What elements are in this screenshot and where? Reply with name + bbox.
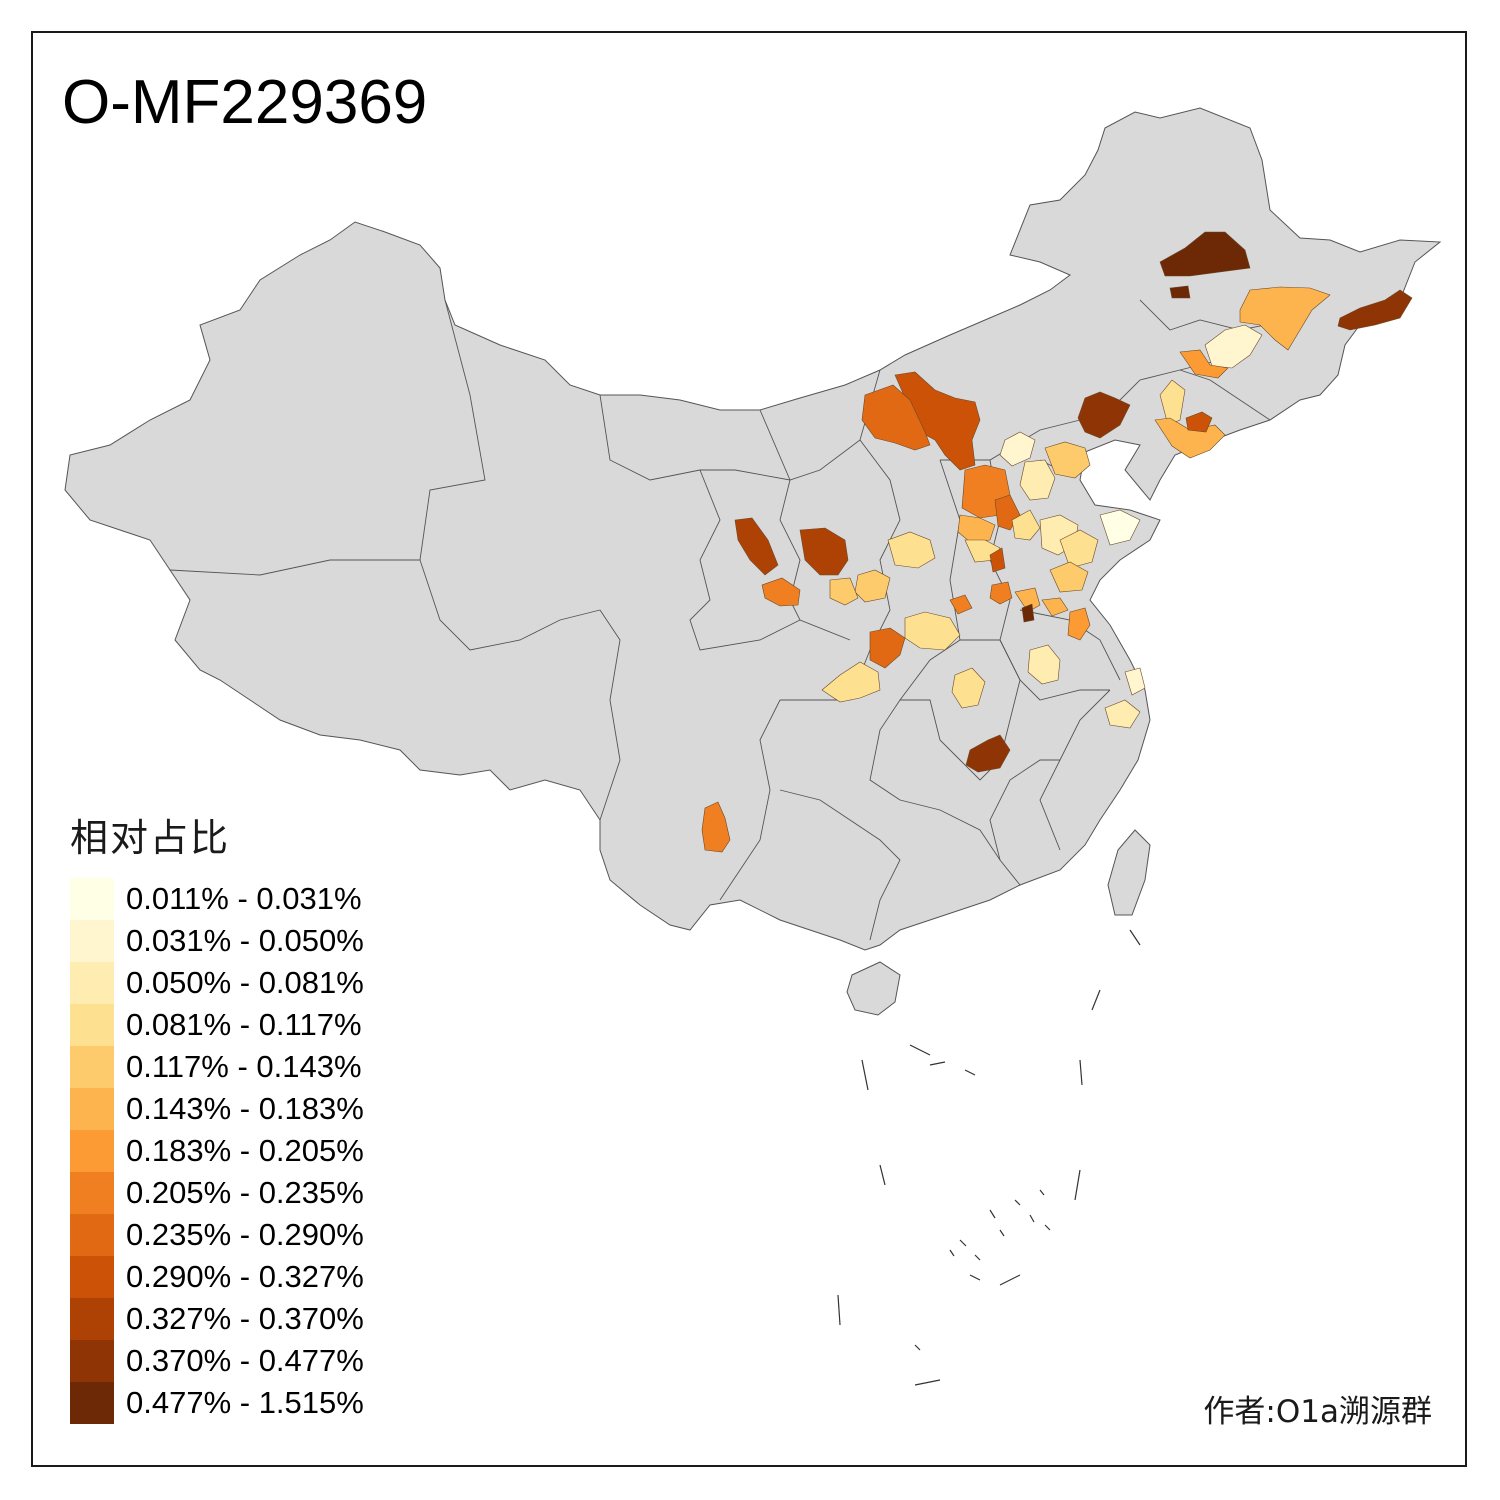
region-anhui-center xyxy=(1027,644,1061,685)
legend-label: 0.205% - 0.235% xyxy=(126,1174,364,1210)
region-inner-mongolia-center xyxy=(894,371,981,471)
region-jilin-west xyxy=(1179,349,1229,379)
legend-item: 0.011% - 0.031% xyxy=(70,877,364,920)
legend-item: 0.370% - 0.477% xyxy=(70,1339,364,1382)
legend-item: 0.290% - 0.327% xyxy=(70,1255,364,1298)
region-zhangye xyxy=(734,517,779,576)
region-hebei-south xyxy=(1011,509,1041,541)
region-heilongjiang-center xyxy=(1239,286,1331,351)
legend-label: 0.290% - 0.327% xyxy=(126,1258,364,1294)
legend-label: 0.477% - 1.515% xyxy=(126,1384,364,1420)
legend-item: 0.235% - 0.290% xyxy=(70,1213,364,1256)
map-title: O-MF229369 xyxy=(62,68,428,137)
author-credit: 作者:O1a溯源群 xyxy=(1203,1394,1432,1430)
legend-rows: 0.011% - 0.031% 0.031% - 0.050% 0.050% - 0… xyxy=(70,877,364,1424)
region-hulunbuir-2 xyxy=(1169,285,1191,299)
region-henan-west xyxy=(949,594,973,615)
legend-swatch xyxy=(70,919,114,962)
legend-item: 0.205% - 0.235% xyxy=(70,1171,364,1214)
legend-swatch xyxy=(70,1339,114,1382)
region-sichuan-north xyxy=(821,661,881,703)
region-shanghai-area xyxy=(1104,699,1141,729)
legend-swatch xyxy=(70,1003,114,1046)
region-xuzhou xyxy=(1021,603,1035,623)
legend-label: 0.235% - 0.290% xyxy=(126,1216,364,1252)
legend-label: 0.183% - 0.205% xyxy=(126,1132,364,1168)
legend-item: 0.183% - 0.205% xyxy=(70,1129,364,1172)
hainan-landmass xyxy=(846,961,901,1016)
legend-item: 0.117% - 0.143% xyxy=(70,1045,364,1088)
legend-label: 0.050% - 0.081% xyxy=(126,964,364,1000)
legend-swatch xyxy=(70,1381,114,1424)
south-sea-islands xyxy=(837,929,1141,1386)
region-shanxi-center xyxy=(957,514,996,543)
region-henan-north xyxy=(989,547,1006,573)
region-lanzhou xyxy=(761,577,801,607)
region-hubei-west xyxy=(951,667,986,709)
region-ningxia xyxy=(829,577,859,606)
region-hunan xyxy=(965,734,1011,773)
region-hulunbuir xyxy=(1159,231,1251,277)
legend-label: 0.031% - 0.050% xyxy=(126,922,364,958)
legend-swatch xyxy=(70,1087,114,1130)
region-inner-mongolia-west xyxy=(861,384,931,451)
region-shandong-south xyxy=(1049,561,1089,593)
legend-label: 0.143% - 0.183% xyxy=(126,1090,364,1126)
region-hebei-east xyxy=(1044,441,1091,479)
region-hanzhong xyxy=(869,627,906,669)
region-shandong-east xyxy=(1099,509,1141,546)
legend-item: 0.143% - 0.183% xyxy=(70,1087,364,1130)
region-shangqiu xyxy=(1041,597,1069,617)
region-henan-south xyxy=(904,611,961,651)
legend-item: 0.081% - 0.117% xyxy=(70,1003,364,1046)
legend-title: 相对占比 xyxy=(70,816,231,860)
legend-swatch xyxy=(70,961,114,1004)
legend-label: 0.081% - 0.117% xyxy=(126,1006,362,1042)
region-anhui-north xyxy=(1067,607,1091,641)
region-liaoning-dark xyxy=(1185,411,1213,433)
region-hebei-north xyxy=(999,431,1036,467)
region-heilongjiang-east xyxy=(1337,289,1413,331)
legend-swatch xyxy=(70,1171,114,1214)
legend-swatch xyxy=(70,1129,114,1172)
legend: 相对占比 0.011% - 0.031% 0.031% - 0.050% 0.050… xyxy=(70,816,364,1424)
region-shaanxi-north xyxy=(887,531,936,569)
map-frame xyxy=(31,31,1467,1467)
region-wuwei xyxy=(799,527,849,576)
region-henan-center xyxy=(989,581,1013,605)
region-hebei-center xyxy=(1019,459,1056,501)
legend-swatch xyxy=(70,1297,114,1340)
legend-swatch xyxy=(70,1255,114,1298)
legend-swatch xyxy=(70,1045,114,1088)
legend-item: 0.050% - 0.081% xyxy=(70,961,364,1004)
legend-label: 0.011% - 0.031% xyxy=(126,880,362,916)
legend-label: 0.370% - 0.477% xyxy=(126,1342,364,1378)
legend-label: 0.117% - 0.143% xyxy=(126,1048,362,1084)
legend-swatch xyxy=(70,1213,114,1256)
legend-label: 0.327% - 0.370% xyxy=(126,1300,364,1336)
region-chifeng xyxy=(1077,391,1131,439)
region-jiangsu-north xyxy=(1124,667,1146,696)
legend-swatch xyxy=(70,877,114,920)
region-henan-east xyxy=(1014,587,1041,613)
legend-item: 0.031% - 0.050% xyxy=(70,919,364,962)
prefecture-regions xyxy=(701,231,1413,853)
legend-item: 0.327% - 0.370% xyxy=(70,1297,364,1340)
legend-item: 0.477% - 1.515% xyxy=(70,1381,364,1424)
region-yunnan xyxy=(701,801,731,853)
taiwan-landmass xyxy=(1107,829,1151,916)
